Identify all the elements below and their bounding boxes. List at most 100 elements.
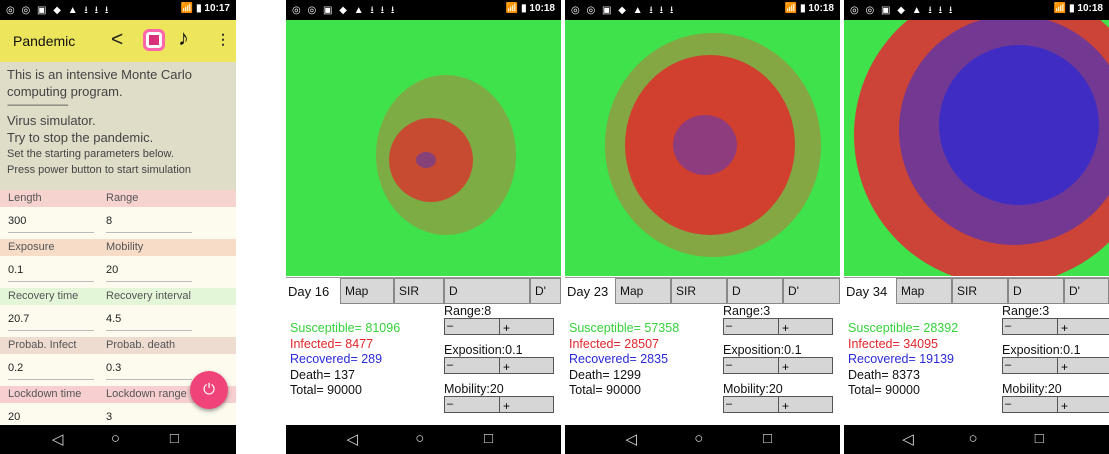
plus-button[interactable]: + bbox=[1061, 399, 1069, 413]
tab-d[interactable]: D bbox=[1008, 278, 1064, 304]
minus-button[interactable]: – bbox=[724, 397, 779, 412]
exposition-stepper[interactable]: – + bbox=[1002, 357, 1109, 374]
plus-button[interactable]: + bbox=[503, 360, 511, 374]
back-icon[interactable]: ◁ bbox=[51, 431, 64, 448]
tab-sir[interactable]: SIR bbox=[952, 278, 1008, 304]
plus-button[interactable]: + bbox=[503, 321, 511, 335]
mobility-input[interactable]: 20 bbox=[106, 264, 192, 282]
home-icon[interactable]: ○ bbox=[694, 430, 704, 447]
tab-d[interactable]: D bbox=[727, 278, 783, 304]
tab-d[interactable]: D bbox=[444, 278, 530, 304]
day-label: Day 34 bbox=[846, 284, 888, 299]
minus-button[interactable]: – bbox=[445, 358, 500, 373]
recovery-interval-input[interactable]: 4.5 bbox=[106, 313, 192, 331]
home-icon[interactable]: ○ bbox=[415, 430, 425, 447]
minus-button[interactable]: – bbox=[1003, 358, 1058, 373]
range-stepper[interactable]: – + bbox=[1002, 318, 1109, 335]
range-label: Range:3 bbox=[1002, 304, 1050, 318]
status-bar: ◎ ◎ ▣ ◆ ▲ ⭳ ⭳ ⭳ 📶 ▮ 10:18 bbox=[844, 0, 1109, 20]
home-icon[interactable]: ○ bbox=[968, 430, 978, 447]
tab-d-prime[interactable]: D' bbox=[1064, 278, 1109, 304]
range-stepper[interactable]: – + bbox=[723, 318, 833, 335]
param-label: Probab. Infect bbox=[8, 339, 77, 351]
music-note-icon[interactable]: ♪ bbox=[178, 25, 189, 50]
tab-map[interactable]: Map bbox=[615, 278, 671, 304]
plus-button[interactable]: + bbox=[1061, 360, 1069, 374]
tab-map[interactable]: Map bbox=[340, 278, 394, 304]
tab-sir[interactable]: SIR bbox=[671, 278, 727, 304]
recents-icon[interactable]: □ bbox=[763, 430, 773, 447]
recovery-time-input[interactable]: 20.7 bbox=[8, 313, 94, 331]
exposition-stepper[interactable]: – + bbox=[444, 357, 554, 374]
status-clock: 📶 ▮ 10:18 bbox=[505, 3, 555, 14]
plus-button[interactable]: + bbox=[782, 360, 790, 374]
minus-button[interactable]: – bbox=[445, 397, 500, 412]
infected-count: Infected= 34095 bbox=[848, 336, 939, 351]
death-count: Death= 1299 bbox=[569, 367, 641, 382]
intro-line: Press power button to start simulation bbox=[7, 164, 192, 176]
navigation-bar: ◁ ○ □ bbox=[565, 425, 840, 454]
sir-stats: Susceptible= 81096 Infected= 8477 Recove… bbox=[286, 304, 436, 399]
notification-icons: ◎ ◎ ▣ ◆ ▲ ⭳ ⭳ ⭳ bbox=[850, 5, 955, 16]
param-labels: Probab. Infect Probab. death bbox=[0, 337, 236, 354]
recents-icon[interactable]: □ bbox=[484, 430, 494, 447]
day-label: Day 23 bbox=[567, 284, 609, 299]
exposition-stepper[interactable]: – + bbox=[723, 357, 833, 374]
minus-button[interactable]: – bbox=[1003, 319, 1058, 334]
infection-map bbox=[286, 20, 561, 276]
susceptible-count: Susceptible= 81096 bbox=[290, 321, 401, 335]
plus-button[interactable]: + bbox=[1061, 321, 1069, 335]
minus-button[interactable]: – bbox=[445, 319, 500, 334]
instagram-icon[interactable] bbox=[143, 29, 165, 51]
param-values: 20.7 4.5 bbox=[0, 305, 236, 337]
back-icon[interactable]: ◁ bbox=[625, 431, 638, 448]
intro-text: This is an intensive Monte Carlo computi… bbox=[0, 62, 236, 190]
mobility-stepper[interactable]: – + bbox=[723, 396, 833, 413]
sir-stats: Susceptible= 28392 Infected= 34095 Recov… bbox=[844, 304, 994, 399]
share-icon[interactable]: < bbox=[111, 28, 124, 51]
plus-button[interactable]: + bbox=[782, 399, 790, 413]
status-bar: ◎ ◎ ▣ ◆ ▲ ⭳ ⭳ ⭳ 📶 ▮ 10:18 bbox=[565, 0, 840, 20]
probab-infect-input[interactable]: 0.2 bbox=[8, 362, 94, 380]
param-row: Probab. Infect Probab. death 0.2 0.3 bbox=[0, 337, 236, 386]
length-input[interactable]: 300 bbox=[8, 215, 94, 233]
range-input[interactable]: 8 bbox=[106, 215, 192, 233]
home-icon[interactable]: ○ bbox=[110, 430, 120, 447]
mobility-stepper[interactable]: – + bbox=[444, 396, 554, 413]
recovered-count: Recovered= 2835 bbox=[569, 352, 669, 366]
sir-stats: Susceptible= 57358 Infected= 28507 Recov… bbox=[565, 304, 715, 399]
recents-icon[interactable]: □ bbox=[169, 430, 179, 447]
simulation-screen-day-23: ◎ ◎ ▣ ◆ ▲ ⭳ ⭳ ⭳ 📶 ▮ 10:18 Day 23 Map SIR… bbox=[565, 0, 840, 454]
param-labels: Recovery time Recovery interval bbox=[0, 288, 236, 305]
intro-line: This is an intensive Monte Carlo computi… bbox=[7, 67, 192, 99]
tab-d-prime[interactable]: D' bbox=[530, 278, 561, 304]
simulation-screen-day-16: ◎ ◎ ▣ ◆ ▲ ⭳ ⭳ ⭳ 📶 ▮ 10:18 Day 16 Map SIR… bbox=[286, 0, 561, 454]
power-button[interactable]: ⏻ bbox=[190, 371, 228, 409]
intro-line: Try to stop the pandemic. bbox=[7, 130, 154, 145]
param-label: Probab. death bbox=[106, 339, 176, 351]
minus-button[interactable]: – bbox=[1003, 397, 1058, 412]
exposure-input[interactable]: 0.1 bbox=[8, 264, 94, 282]
probab-death-input[interactable]: 0.3 bbox=[106, 362, 192, 380]
minus-button[interactable]: – bbox=[724, 358, 779, 373]
param-labels: Length Range bbox=[0, 190, 236, 207]
tab-sir[interactable]: SIR bbox=[394, 278, 444, 304]
minus-button[interactable]: – bbox=[724, 319, 779, 334]
navigation-bar: ◁ ○ □ bbox=[844, 425, 1109, 454]
infected-count: Infected= 28507 bbox=[569, 336, 660, 351]
recents-icon[interactable]: □ bbox=[1034, 430, 1044, 447]
mobility-stepper[interactable]: – + bbox=[1002, 396, 1109, 413]
plus-button[interactable]: + bbox=[503, 399, 511, 413]
range-stepper[interactable]: – + bbox=[444, 318, 554, 335]
param-label: Lockdown time bbox=[8, 388, 82, 400]
notification-icons: ◎ ◎ ▣ ◆ ▲ ⭳ ⭳ ⭳ bbox=[292, 5, 397, 16]
overflow-menu-icon[interactable]: ⋮ bbox=[216, 31, 230, 47]
simulation-screen-day-34: ◎ ◎ ▣ ◆ ▲ ⭳ ⭳ ⭳ 📶 ▮ 10:18 Day 34 Map SIR… bbox=[844, 0, 1109, 454]
back-icon[interactable]: ◁ bbox=[346, 431, 359, 448]
plus-button[interactable]: + bbox=[782, 321, 790, 335]
tab-map[interactable]: Map bbox=[896, 278, 952, 304]
tab-d-prime[interactable]: D' bbox=[783, 278, 840, 304]
infection-map bbox=[844, 20, 1109, 276]
param-label: Lockdown range bbox=[106, 388, 187, 400]
back-icon[interactable]: ◁ bbox=[902, 431, 914, 448]
